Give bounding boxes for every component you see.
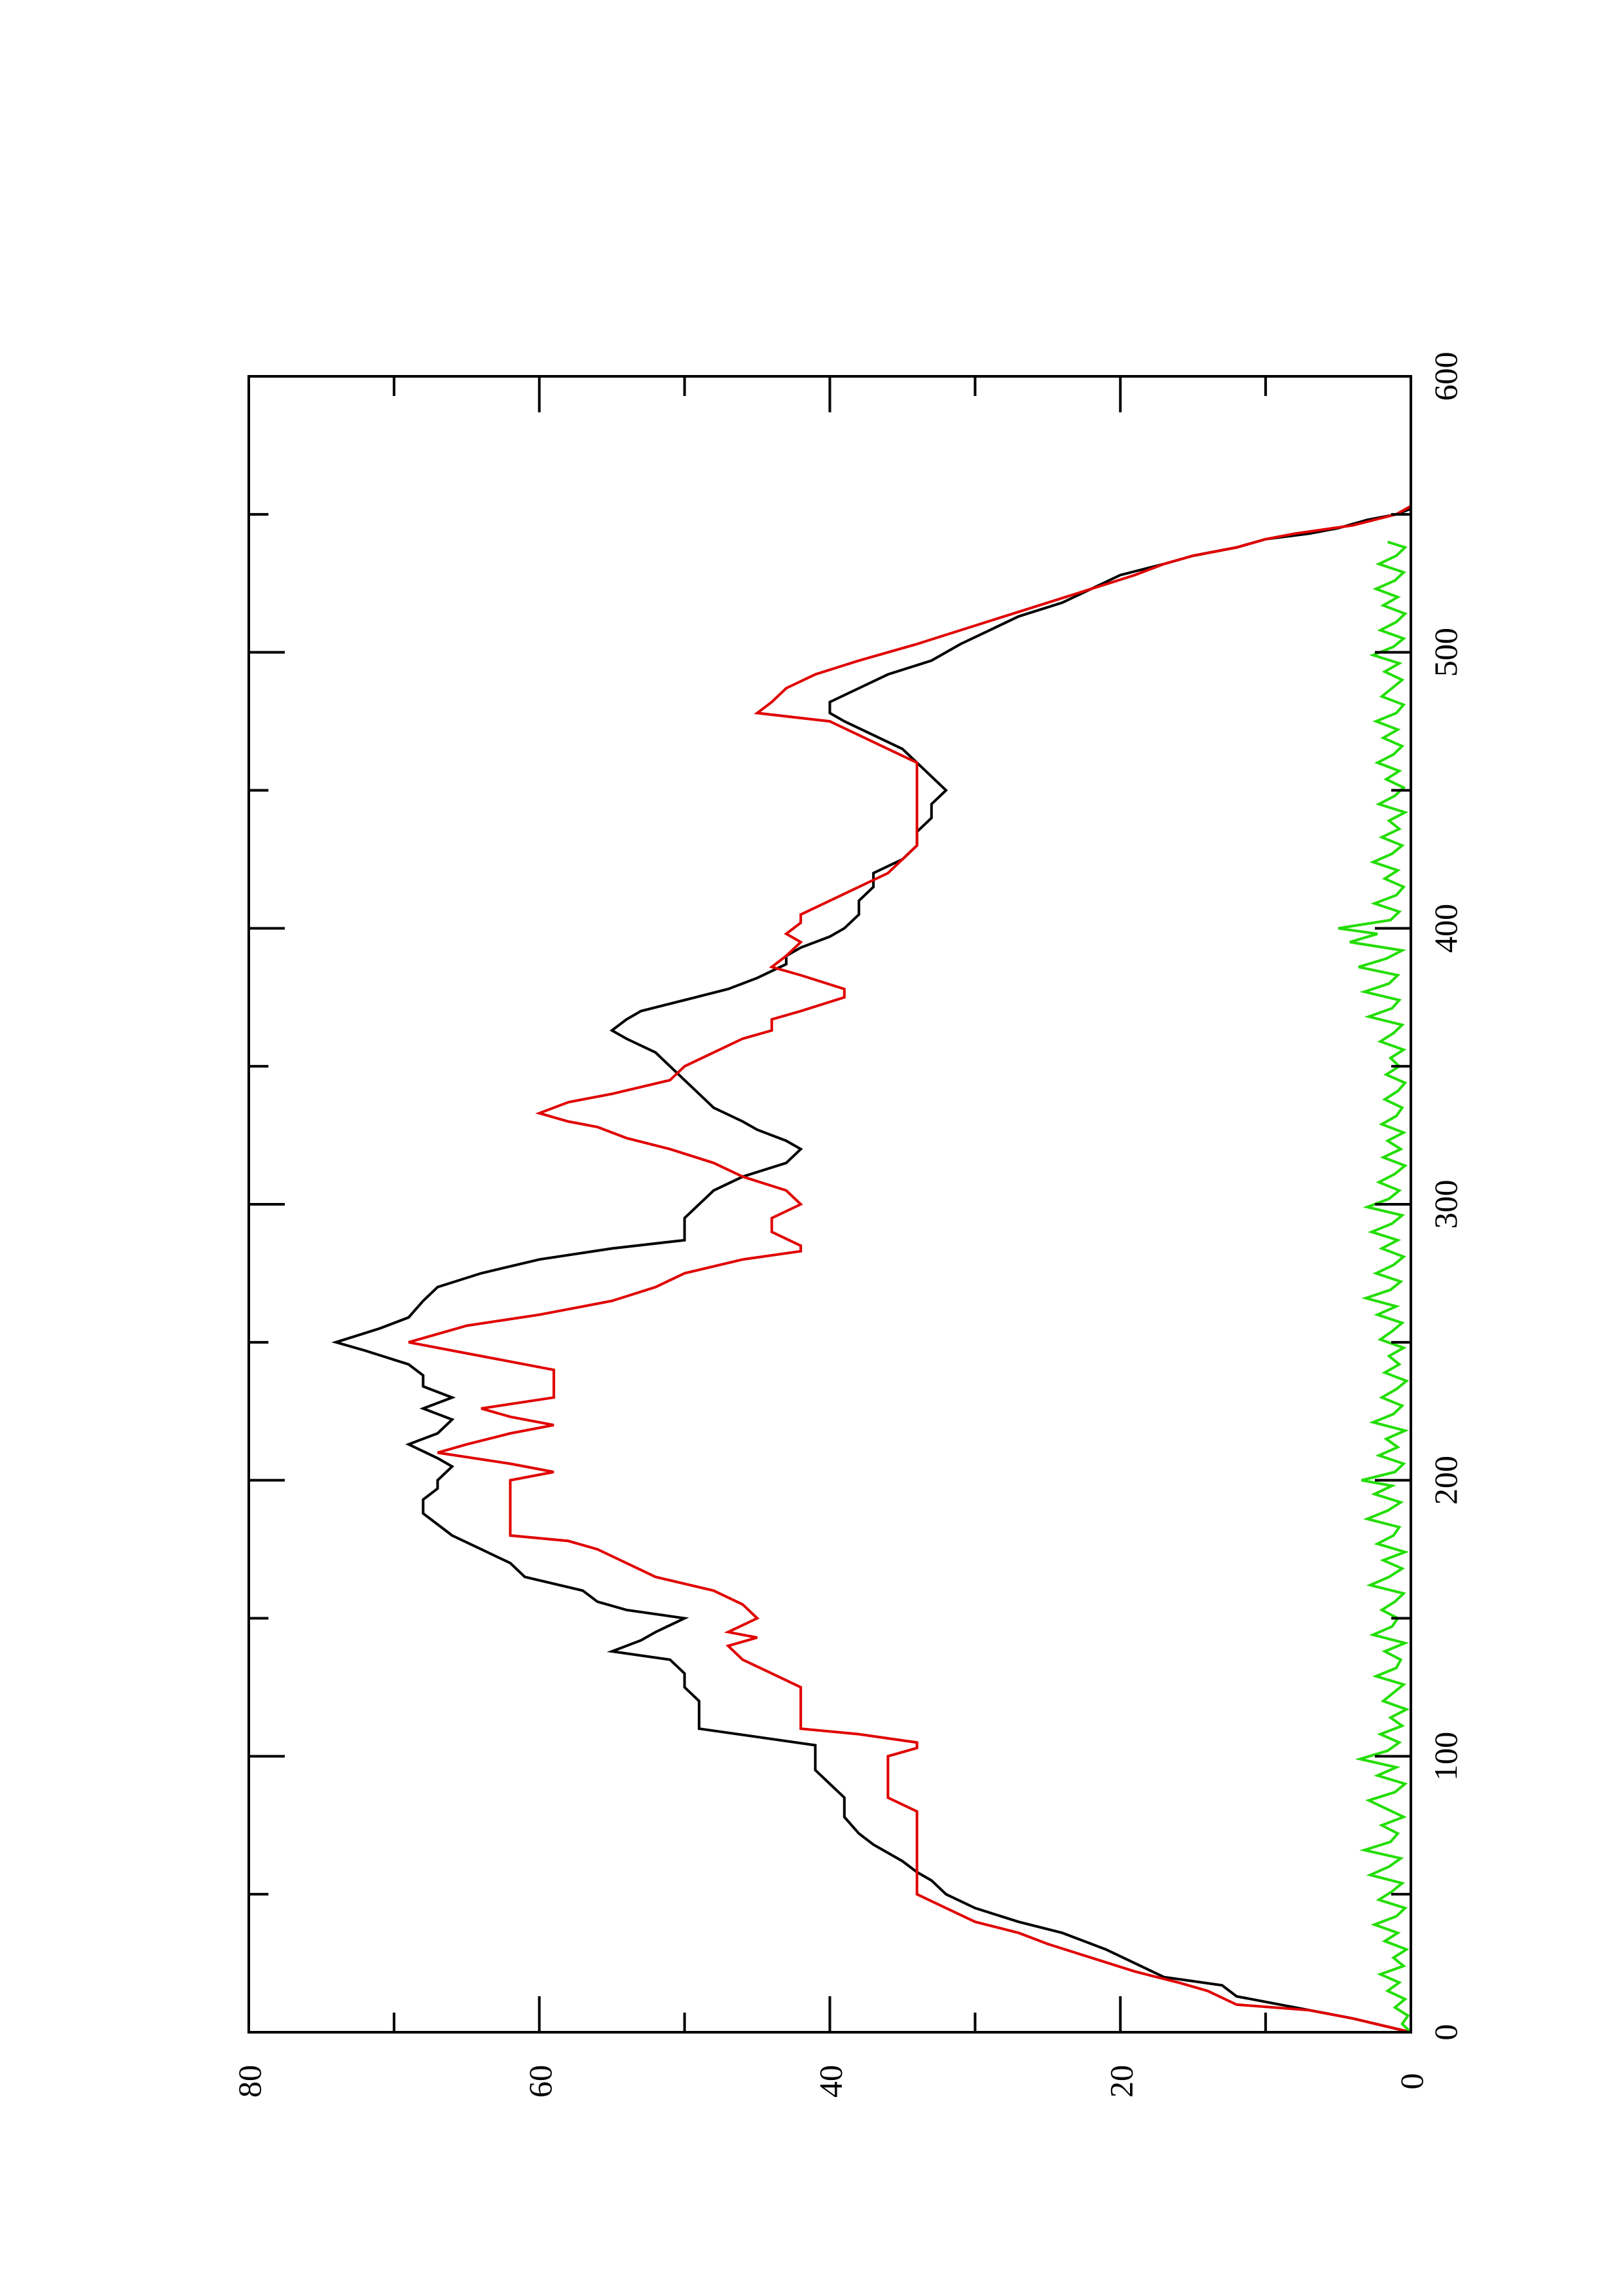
- tick-label-layer: 0 100 200 300 400 500 600 0 20 40 60 80: [231, 352, 1464, 2098]
- x-tick-label: 400: [1427, 904, 1464, 953]
- series-line-2: [408, 505, 1412, 2034]
- series-line-1: [331, 507, 1412, 2034]
- series-layer: [331, 505, 1412, 2034]
- x-tick-label: 200: [1427, 1456, 1464, 1505]
- x-tick-label: 500: [1427, 628, 1464, 677]
- y-tick-label: 20: [1103, 2065, 1139, 2098]
- plot-frame: [247, 375, 1412, 2034]
- y-tick-label: 60: [522, 2065, 558, 2098]
- y-tick-label: 0: [1393, 2073, 1430, 2090]
- x-tick-label: 100: [1427, 1732, 1464, 1781]
- x-tick-label: 0: [1427, 2024, 1464, 2041]
- x-tick-label: 600: [1427, 352, 1464, 401]
- x-tick-label: 300: [1427, 1180, 1464, 1229]
- y-tick-label: 40: [812, 2065, 849, 2098]
- series-line-3: [1338, 541, 1412, 2034]
- y-tick-label: 80: [231, 2065, 268, 2098]
